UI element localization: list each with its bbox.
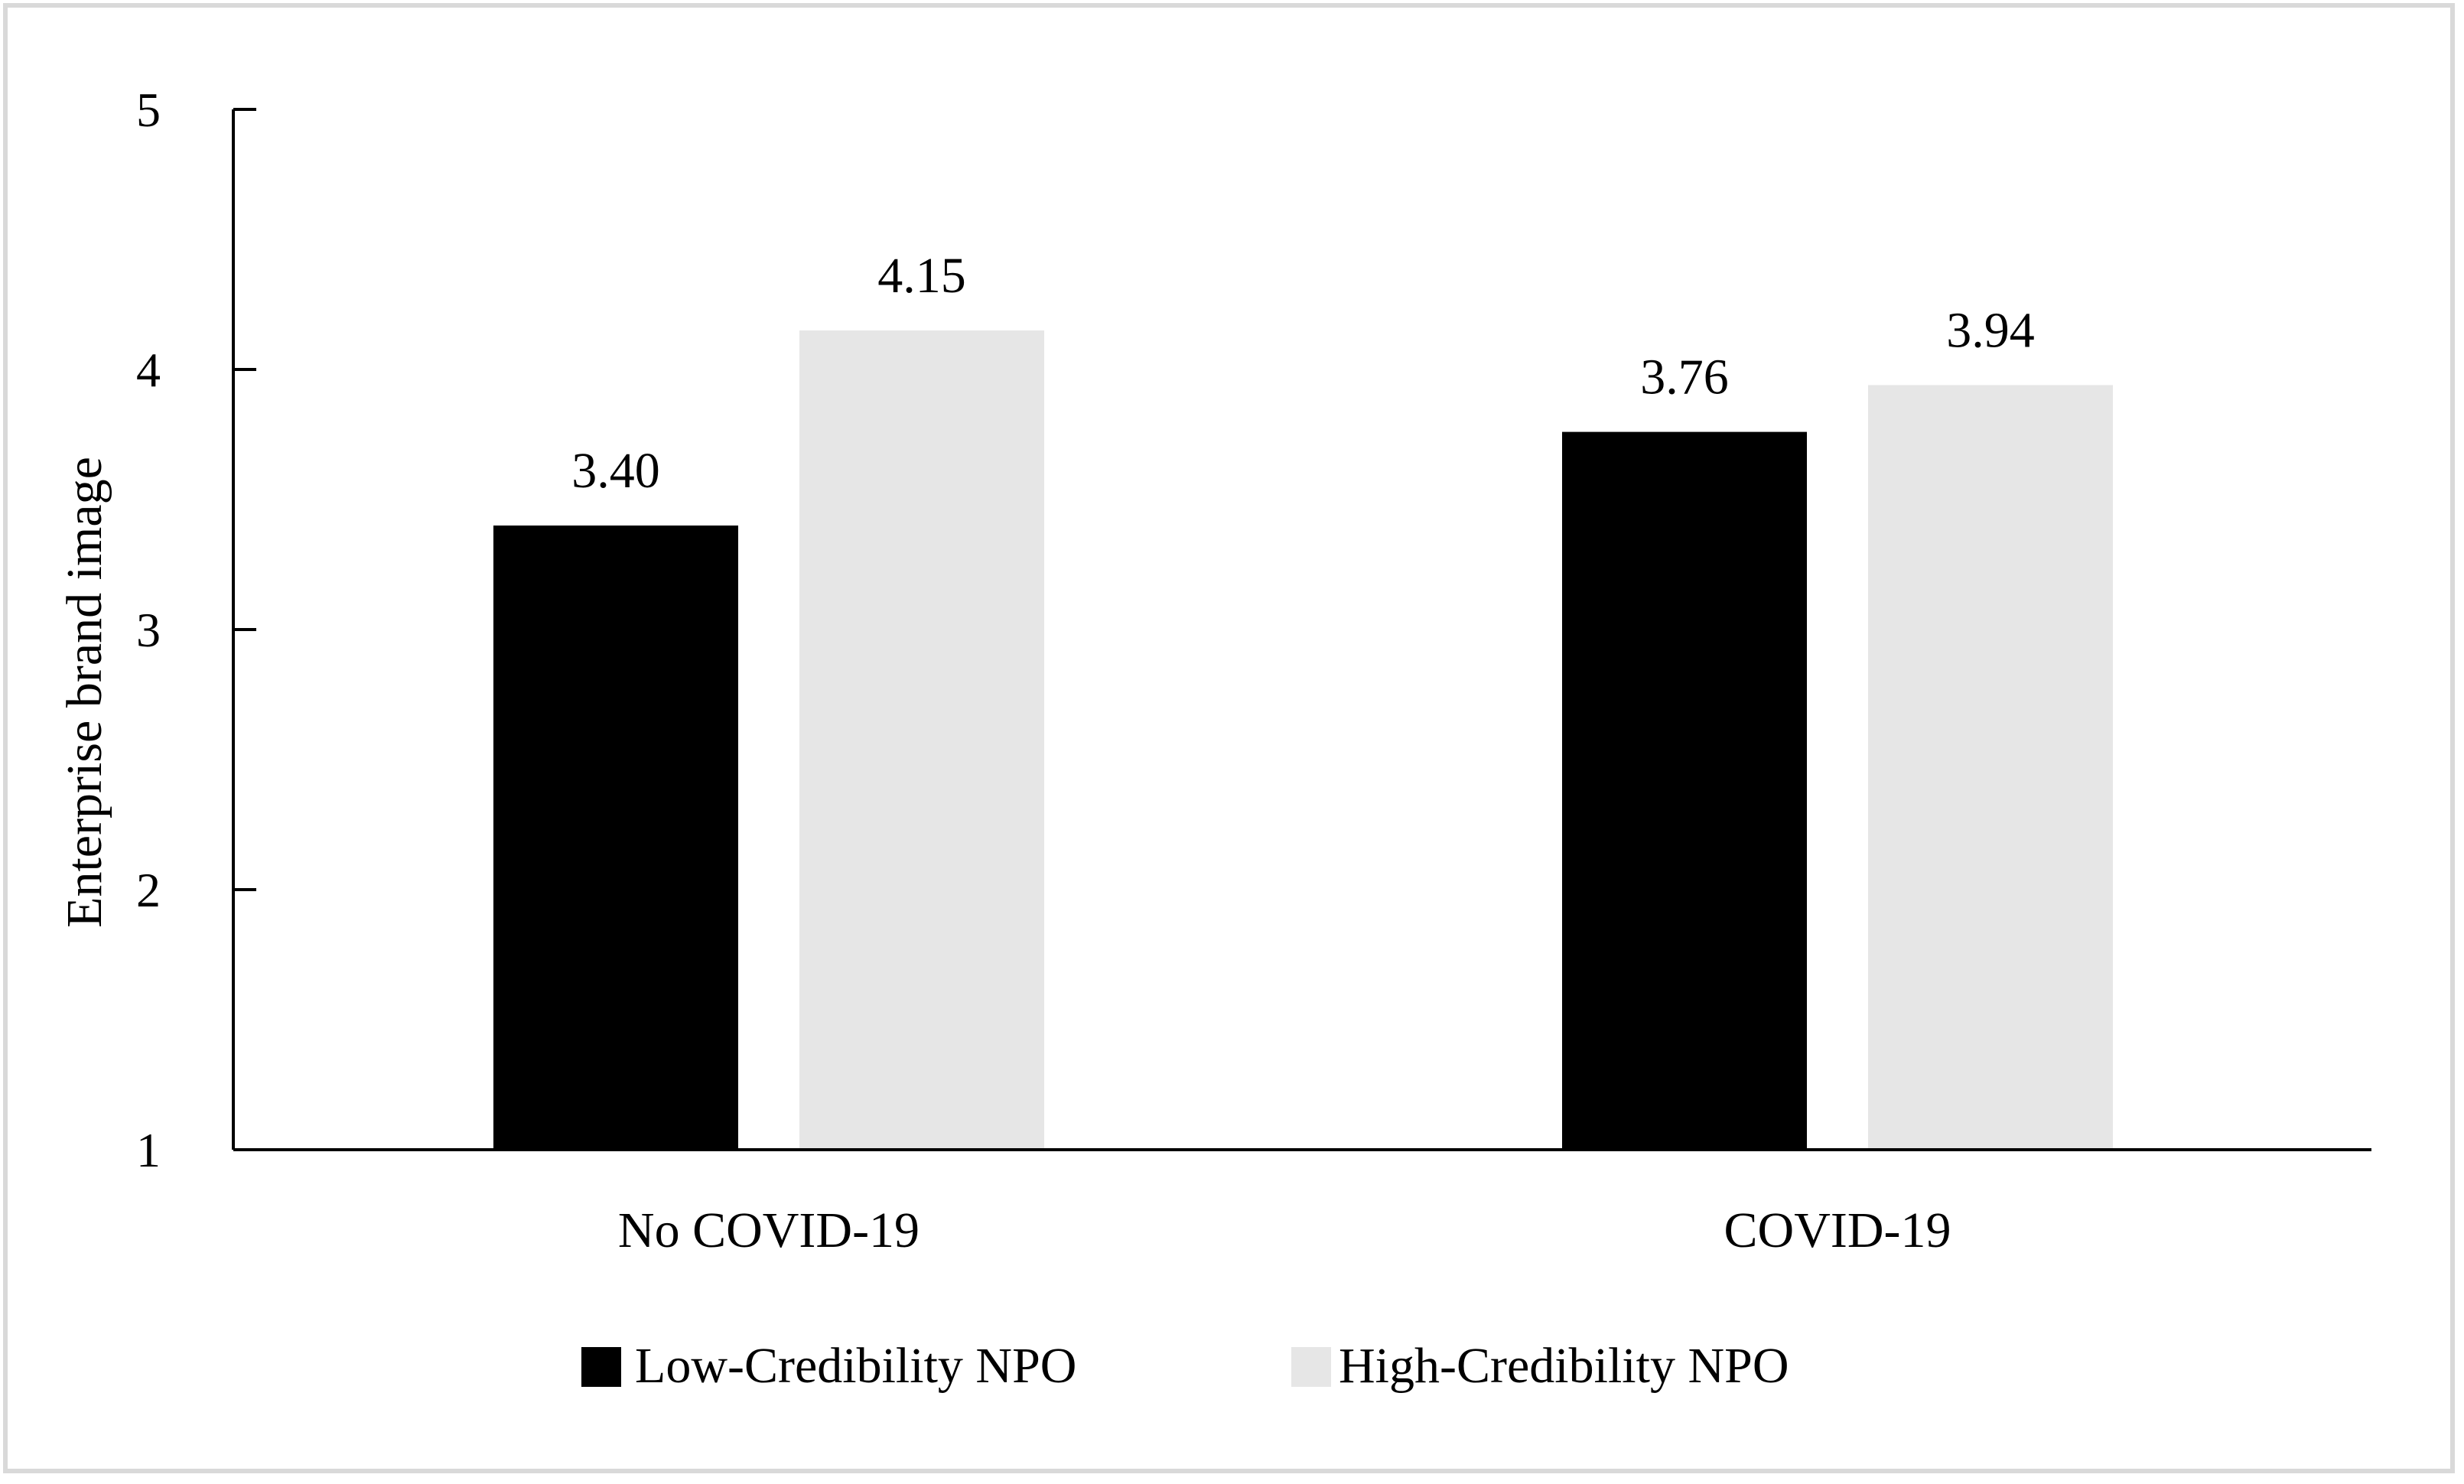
- y-tick-label: 2: [136, 863, 161, 917]
- bar-value-label: 3.94: [1946, 302, 2035, 358]
- bar-value-labels: 3.40 4.15 3.76 3.94: [571, 248, 2035, 499]
- bars-group: [493, 330, 2113, 1150]
- bar-high-covid: [1868, 385, 2113, 1150]
- y-axis-ticks: 1 2 3 4 5: [136, 83, 256, 1177]
- x-category-label: No COVID-19: [618, 1202, 920, 1258]
- x-category-label: COVID-19: [1724, 1202, 1951, 1258]
- y-tick-label: 4: [136, 343, 161, 397]
- bar-low-no-covid: [493, 526, 738, 1150]
- y-tick-label: 3: [136, 603, 161, 657]
- y-axis-label: Enterprise brand image: [57, 457, 112, 928]
- y-tick-label: 1: [136, 1123, 161, 1177]
- legend-label-high: High-Credibility NPO: [1339, 1338, 1789, 1394]
- bar-value-label: 4.15: [877, 248, 966, 304]
- bar-value-label: 3.76: [1640, 350, 1729, 405]
- legend-swatch-high: [1291, 1347, 1331, 1387]
- legend: Low-Credibility NPO High-Credibility NPO: [581, 1338, 1789, 1394]
- bar-low-covid: [1562, 431, 1807, 1150]
- legend-label-low: Low-Credibility NPO: [635, 1338, 1076, 1394]
- bar-value-label: 3.40: [571, 443, 660, 499]
- x-axis-categories: No COVID-19 COVID-19: [618, 1202, 1951, 1258]
- legend-swatch-low: [581, 1347, 621, 1387]
- bar-high-no-covid: [799, 330, 1044, 1150]
- y-tick-label: 5: [136, 83, 161, 137]
